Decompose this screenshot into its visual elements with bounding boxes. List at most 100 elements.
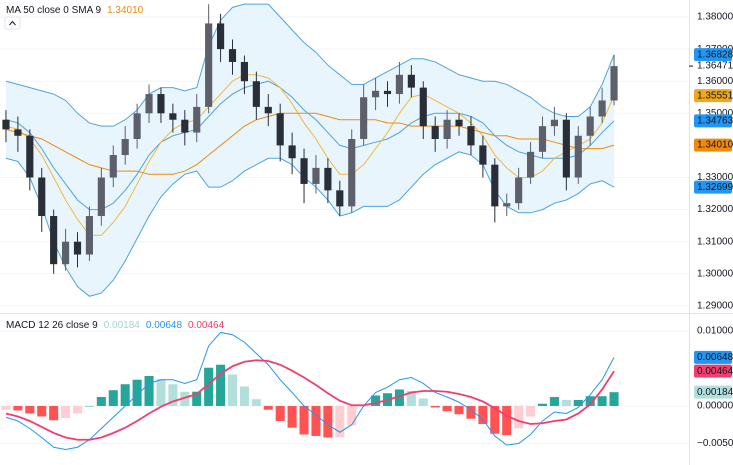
candle-body bbox=[276, 113, 284, 146]
overlay-layer: 1.380001.370001.360001.350001.330001.320… bbox=[4, 5, 733, 449]
candle-body bbox=[133, 113, 141, 139]
candle-body bbox=[348, 138, 356, 207]
candle-body bbox=[336, 190, 344, 207]
legend-value: 0.00184 bbox=[104, 320, 141, 331]
macd-line bbox=[5, 331, 615, 450]
band-fill bbox=[5, 4, 615, 297]
histogram-bar bbox=[120, 384, 130, 406]
histogram-bar bbox=[371, 395, 381, 406]
candle-body bbox=[26, 135, 34, 178]
candle-body bbox=[431, 126, 439, 139]
histogram-bar bbox=[406, 390, 416, 406]
y-tick-label: 1.33000 bbox=[697, 172, 733, 183]
candle-body bbox=[300, 158, 308, 184]
histogram-bar bbox=[585, 396, 595, 406]
histogram-bar bbox=[442, 405, 452, 412]
histogram-bar bbox=[430, 405, 440, 408]
histogram-bar bbox=[454, 405, 464, 415]
price-tag-label: 1.34763 bbox=[697, 116, 733, 127]
candle-body bbox=[598, 100, 606, 117]
candle-body bbox=[527, 151, 535, 178]
candle-body bbox=[145, 94, 153, 114]
plot-layer bbox=[1, 3, 619, 450]
histogram-bar bbox=[108, 390, 118, 406]
candle-body bbox=[419, 87, 427, 127]
candle-body bbox=[97, 177, 105, 217]
pane-title: MACD 12 26 close 9 0.00184 0.00648 0.00464 bbox=[6, 320, 225, 331]
histogram-bar bbox=[609, 392, 619, 406]
histogram-bar bbox=[597, 396, 607, 406]
y-tick-label: 1.30000 bbox=[697, 268, 733, 279]
candle-body bbox=[2, 119, 10, 130]
pane-title-text: MACD 12 26 close 9 bbox=[6, 320, 98, 331]
histogram-bar bbox=[418, 398, 428, 406]
candle-body bbox=[360, 97, 368, 139]
band-basis bbox=[5, 80, 615, 211]
price-tag bbox=[694, 114, 732, 128]
histogram-bar bbox=[96, 396, 106, 406]
candle-body bbox=[550, 119, 558, 127]
price-tag bbox=[694, 138, 732, 152]
candle-body bbox=[515, 177, 523, 204]
y-tick-label: 0.00000 bbox=[697, 401, 733, 412]
histogram-bar bbox=[216, 364, 226, 406]
histogram-bar bbox=[394, 389, 404, 406]
histogram-bar bbox=[180, 391, 190, 406]
legend-value: 0.00648 bbox=[146, 320, 183, 331]
histogram-bar bbox=[61, 405, 71, 418]
collapse-icon bbox=[9, 20, 16, 26]
histogram-bar bbox=[526, 405, 536, 417]
collapse-button[interactable] bbox=[4, 16, 21, 30]
ma-line bbox=[5, 74, 615, 236]
candle-body bbox=[610, 66, 618, 101]
histogram-bar bbox=[37, 405, 47, 417]
legend-value: 0.00464 bbox=[188, 320, 225, 331]
histogram-bar bbox=[478, 405, 488, 424]
histogram-bar bbox=[502, 405, 512, 436]
candle-body bbox=[324, 167, 332, 191]
histogram-bar bbox=[299, 405, 309, 435]
histogram-bar bbox=[490, 405, 500, 434]
y-tick-label: 0.01000 bbox=[697, 326, 733, 337]
histogram-bar bbox=[227, 374, 238, 406]
histogram-bar bbox=[549, 396, 559, 406]
price-tag-label: 1.36471 bbox=[697, 61, 733, 72]
histogram-bar bbox=[335, 405, 345, 438]
band-upper bbox=[5, 3, 615, 127]
candle-body bbox=[455, 119, 463, 127]
histogram-bar bbox=[347, 405, 357, 426]
pane-title: MA 50 close 0 SMA 9 1.34010 bbox=[6, 5, 144, 16]
candle-body bbox=[407, 74, 415, 88]
histogram-bar bbox=[192, 391, 202, 406]
price-tag bbox=[694, 350, 732, 364]
histogram-bar bbox=[573, 399, 583, 406]
candle-body bbox=[252, 81, 260, 107]
candle-body bbox=[538, 126, 547, 152]
price-tag-label: 0.00184 bbox=[697, 387, 733, 398]
candle-body bbox=[181, 119, 189, 133]
y-tick-label: 1.36000 bbox=[697, 76, 733, 87]
ma-line bbox=[5, 112, 615, 175]
histogram-bar bbox=[168, 384, 178, 406]
histogram-bar bbox=[132, 379, 142, 406]
histogram-bar bbox=[287, 405, 297, 428]
legend-value: 1.34010 bbox=[107, 5, 144, 16]
histogram-bar bbox=[263, 405, 273, 410]
histogram-bar bbox=[156, 378, 166, 406]
candle-body bbox=[395, 74, 403, 95]
histogram-bar bbox=[311, 405, 321, 436]
candle-body bbox=[62, 241, 70, 265]
candle-body bbox=[443, 119, 451, 139]
candle-body bbox=[85, 216, 93, 255]
candle-body bbox=[228, 49, 237, 62]
candle-body bbox=[574, 135, 582, 178]
candle-body bbox=[491, 164, 499, 207]
signal-line bbox=[5, 359, 615, 441]
y-tick-label: 1.29000 bbox=[697, 301, 733, 312]
y-tick-label: −0.00500 bbox=[697, 438, 733, 449]
price-tag-label: 1.36828 bbox=[697, 49, 733, 60]
histogram-bar bbox=[49, 405, 59, 421]
price-tag bbox=[694, 364, 732, 378]
